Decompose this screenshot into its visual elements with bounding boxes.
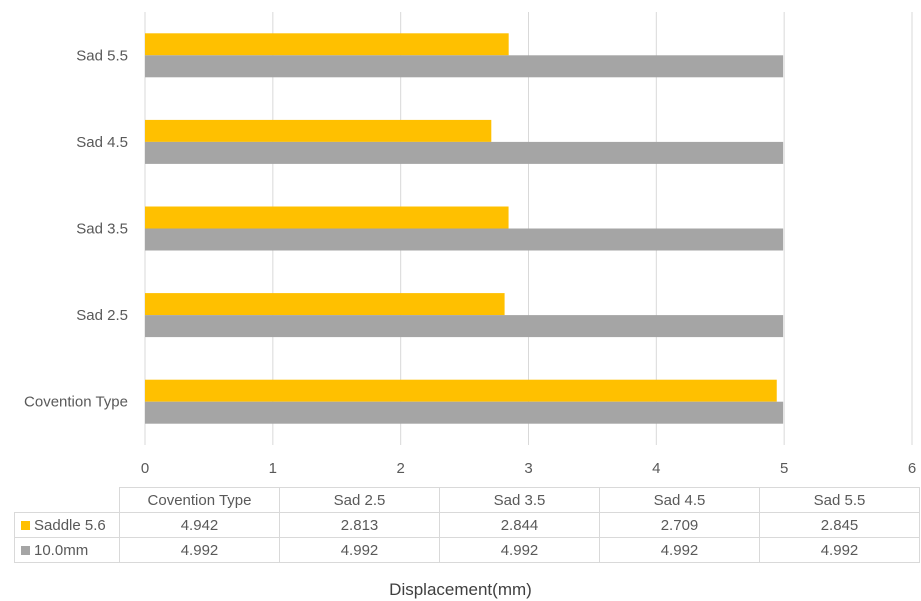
bar-10mm-0 — [145, 401, 784, 424]
bars — [145, 33, 784, 424]
legend-entry-10mm: 10.0mm — [14, 537, 120, 563]
category-label: Sad 3.5 — [76, 221, 128, 238]
table-header-cell: Sad 2.5 — [279, 487, 440, 513]
category-label: Sad 5.5 — [76, 47, 128, 64]
table-header-cell: Sad 4.5 — [599, 487, 760, 513]
x-tick-label: 4 — [652, 460, 660, 477]
x-tick-label: 0 — [141, 460, 149, 477]
table-header-cell: Sad 3.5 — [439, 487, 600, 513]
category-labels: Covention Type Sad 2.5 Sad 3.5 Sad 4.5 Sad 5… — [24, 47, 128, 410]
table-cell: 2.845 — [759, 512, 920, 538]
x-tick-label: 6 — [908, 460, 916, 477]
legend-entry-saddle: Saddle 5.6 — [14, 512, 120, 538]
x-tick-label: 5 — [780, 460, 788, 477]
bar-saddle-3 — [145, 119, 492, 142]
table-cell: 4.992 — [279, 537, 440, 563]
table-cell: 4.992 — [119, 537, 280, 563]
table-cell: 4.992 — [439, 537, 600, 563]
bar-saddle-1 — [145, 293, 505, 316]
bar-chart: Covention Type Sad 2.5 Sad 3.5 Sad 4.5 Sad 5… — [24, 12, 916, 477]
x-tick-label: 1 — [269, 460, 277, 477]
bar-saddle-4 — [145, 33, 509, 56]
x-tick-label: 3 — [524, 460, 532, 477]
x-axis-ticks: 0 1 2 3 4 5 6 — [141, 460, 916, 477]
table-cell: 4.992 — [599, 537, 760, 563]
bar-10mm-3 — [145, 141, 784, 164]
table-cell: 4.942 — [119, 512, 280, 538]
bar-10mm-4 — [145, 55, 784, 78]
category-label: Sad 2.5 — [76, 307, 128, 324]
table-header-cell: Covention Type — [119, 487, 280, 513]
bar-saddle-0 — [145, 379, 777, 402]
table-cell: 2.844 — [439, 512, 600, 538]
legend-swatch-10mm — [21, 545, 30, 555]
bar-10mm-2 — [145, 228, 784, 251]
legend-swatch-saddle — [21, 520, 30, 530]
legend-label: Saddle 5.6 — [34, 516, 106, 534]
table-header-cell: Sad 5.5 — [759, 487, 920, 513]
table-cell: 4.992 — [759, 537, 920, 563]
table-cell: 2.813 — [279, 512, 440, 538]
x-axis-title: Displacement(mm) — [389, 580, 532, 599]
legend-label: 10.0mm — [34, 541, 89, 559]
data-table: Covention Type Sad 2.5 Sad 3.5 Sad 4.5 S… — [14, 487, 920, 563]
data-table-header-row: Covention Type Sad 2.5 Sad 3.5 Sad 4.5 S… — [15, 487, 920, 513]
bar-10mm-1 — [145, 315, 784, 338]
x-tick-label: 2 — [396, 460, 404, 477]
bar-saddle-2 — [145, 206, 509, 229]
category-label: Covention Type — [24, 394, 128, 411]
data-table-corner — [15, 488, 120, 513]
category-label: Sad 4.5 — [76, 134, 128, 151]
table-row: 10.0mm 4.992 4.992 4.992 4.992 4.992 — [14, 537, 920, 563]
table-cell: 2.709 — [599, 512, 760, 538]
table-row: Saddle 5.6 4.942 2.813 2.844 2.709 2.845 — [14, 512, 920, 538]
